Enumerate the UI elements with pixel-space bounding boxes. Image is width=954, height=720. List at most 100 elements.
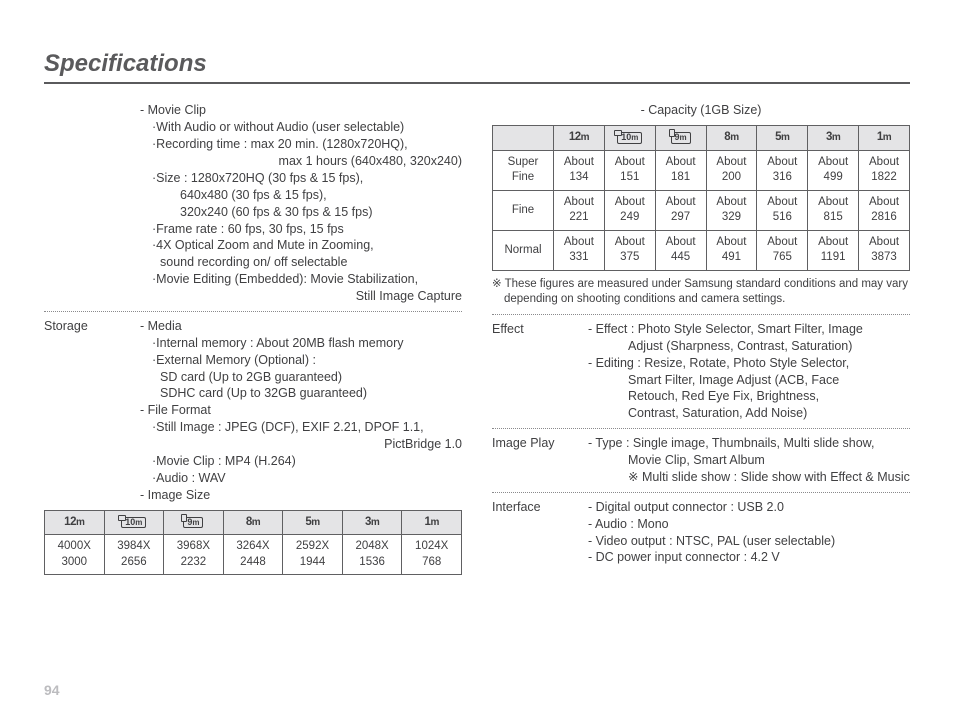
- storage-section: Storage - Media·Internal memory : About …: [44, 318, 462, 504]
- section-details: - Digital output connector : USB 2.0- Au…: [588, 499, 910, 567]
- spec-line: - Type : Single image, Thumbnails, Multi…: [588, 435, 910, 452]
- mp-icon: 5m: [305, 515, 319, 531]
- spec-line: ※ Multi slide show : Slide show with Eff…: [588, 469, 910, 486]
- spec-line: SDHC card (Up to 32GB guaranteed): [140, 385, 462, 402]
- table-row: FineAbout221About249About297About329Abou…: [493, 190, 910, 230]
- spec-line: ·Recording time : max 20 min. (1280x720H…: [140, 136, 462, 153]
- table-header: 12m: [554, 126, 605, 151]
- table-cell: 3968X2232: [164, 535, 224, 575]
- mp-icon: 12m: [569, 130, 589, 146]
- spec-section: Image Play- Type : Single image, Thumbna…: [492, 435, 910, 486]
- capacity-table: 12m 10m 9m 8m 5m 3m 1m SuperFineAbout134About1…: [492, 125, 910, 271]
- table-header: 3m: [808, 126, 859, 151]
- table-cell: About375: [604, 230, 655, 270]
- mp-icon: 8m: [246, 515, 260, 531]
- table-cell: About151: [604, 150, 655, 190]
- dotted-separator: [492, 492, 910, 493]
- table-header: 10m: [104, 510, 164, 535]
- dotted-separator: [492, 314, 910, 315]
- table-cell: About516: [757, 190, 808, 230]
- spec-line: SD card (Up to 2GB guaranteed): [140, 369, 462, 386]
- storage-details: - Media·Internal memory : About 20MB fla…: [140, 318, 462, 504]
- mp-icon: 10m: [121, 517, 146, 529]
- table-cell: About815: [808, 190, 859, 230]
- spec-line: max 1 hours (640x480, 320x240): [140, 153, 462, 170]
- storage-label: Storage: [44, 318, 140, 504]
- left-column: - Movie Clip ·With Audio or without Audi…: [44, 102, 462, 575]
- section-label: Interface: [492, 499, 588, 567]
- table-header: 12m: [45, 510, 105, 535]
- page-number: 94: [44, 681, 60, 700]
- table-cell: About249: [604, 190, 655, 230]
- spec-line: - Digital output connector : USB 2.0: [588, 499, 910, 516]
- mp-icon: 5m: [775, 130, 789, 146]
- table-header: 8m: [223, 510, 283, 535]
- movie-details: - Movie Clip ·With Audio or without Audi…: [140, 102, 462, 305]
- table-cell: About2816: [859, 190, 910, 230]
- table-cell: About134: [554, 150, 605, 190]
- section-label: Image Play: [492, 435, 588, 486]
- table-header: 5m: [283, 510, 343, 535]
- table-header: 9m: [655, 126, 706, 151]
- spec-line: ·With Audio or without Audio (user selec…: [140, 119, 462, 136]
- table-row: NormalAbout331About375About445About491 Ab…: [493, 230, 910, 270]
- movie-heading: - Movie Clip: [140, 102, 462, 119]
- mp-icon: 3m: [826, 130, 840, 146]
- image-size-table: 12m10m9m8m5m3m1m 4000X30003984X26563968X…: [44, 510, 462, 576]
- table-cell: 2048X1536: [342, 535, 402, 575]
- spec-heading: - File Format: [140, 402, 462, 419]
- table-header: 1m: [402, 510, 462, 535]
- spec-line: 640x480 (30 fps & 15 fps),: [140, 187, 462, 204]
- spec-line: - Effect : Photo Style Selector, Smart F…: [588, 321, 910, 338]
- table-cell: About499: [808, 150, 859, 190]
- spec-line: ·Internal memory : About 20MB flash memo…: [140, 335, 462, 352]
- spec-line: ·Size : 1280x720HQ (30 fps & 15 fps),: [140, 170, 462, 187]
- spec-line: ·4X Optical Zoom and Mute in Zooming,: [140, 237, 462, 254]
- table-cell: About3873: [859, 230, 910, 270]
- table-cell: About1822: [859, 150, 910, 190]
- table-header: 5m: [757, 126, 808, 151]
- table-header: 10m: [604, 126, 655, 151]
- spec-line: - DC power input connector : 4.2 V: [588, 549, 910, 566]
- capacity-caption: - Capacity (1GB Size): [492, 102, 910, 119]
- spec-line: 320x240 (60 fps & 30 fps & 15 fps): [140, 204, 462, 221]
- table-cell: About445: [655, 230, 706, 270]
- spec-line: Movie Clip, Smart Album: [588, 452, 910, 469]
- spec-heading: - Media: [140, 318, 462, 335]
- right-column: - Capacity (1GB Size) 12m 10m 9m 8m 5m 3m 1m S…: [492, 102, 910, 575]
- mp-icon: 1m: [425, 515, 439, 531]
- spec-line: ·Still Image : JPEG (DCF), EXIF 2.21, DP…: [140, 419, 462, 436]
- section-details: - Effect : Photo Style Selector, Smart F…: [588, 321, 910, 422]
- spec-line: - Video output : NTSC, PAL (user selecta…: [588, 533, 910, 550]
- table-cell: About329: [706, 190, 757, 230]
- table-header: 9m: [164, 510, 224, 535]
- spec-heading: - Image Size: [140, 487, 462, 504]
- table-cell: About491: [706, 230, 757, 270]
- row-label: Normal: [493, 230, 554, 270]
- spec-line: - Editing : Resize, Rotate, Photo Style …: [588, 355, 910, 372]
- mp-icon: 9m: [671, 132, 691, 144]
- table-cell: 1024X768: [402, 535, 462, 575]
- mp-icon: 3m: [365, 515, 379, 531]
- table-cell: About1191: [808, 230, 859, 270]
- mp-icon: 8m: [724, 130, 738, 146]
- page-title: Specifications: [44, 48, 910, 84]
- movie-label-empty: [44, 102, 140, 305]
- table-header: 1m: [859, 126, 910, 151]
- table-cell: About316: [757, 150, 808, 190]
- dotted-separator: [44, 311, 462, 312]
- spec-line: - Audio : Mono: [588, 516, 910, 533]
- spec-line: sound recording on/ off selectable: [140, 254, 462, 271]
- movie-clip-section: - Movie Clip ·With Audio or without Audi…: [44, 102, 462, 305]
- table-row: SuperFineAbout134About151About181About20…: [493, 150, 910, 190]
- spec-line: PictBridge 1.0: [140, 436, 462, 453]
- table-cell: About221: [554, 190, 605, 230]
- table-cell: About297: [655, 190, 706, 230]
- mp-icon: 9m: [183, 517, 203, 529]
- spec-line: ·Movie Clip : MP4 (H.264): [140, 453, 462, 470]
- table-cell: About331: [554, 230, 605, 270]
- spec-line: ·External Memory (Optional) :: [140, 352, 462, 369]
- section-label: Effect: [492, 321, 588, 422]
- table-cell: About181: [655, 150, 706, 190]
- table-cell: About200: [706, 150, 757, 190]
